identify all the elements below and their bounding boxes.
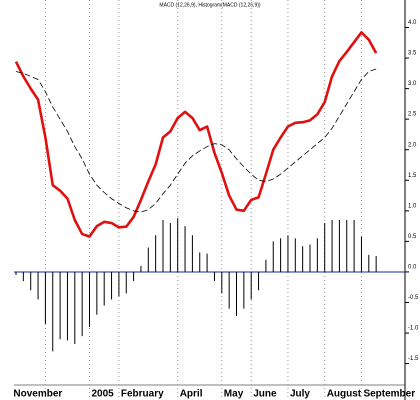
y-tick-label: -1.5 — [408, 356, 419, 362]
y-tick-label: 3.0 — [408, 81, 417, 87]
x-tick-label: September — [363, 389, 415, 400]
y-tick-label: 0.5 — [408, 234, 417, 240]
y-tick-label: 2.0 — [408, 142, 417, 148]
x-tick-label: June — [253, 389, 277, 400]
x-tick-label: May — [224, 389, 244, 400]
y-tick-label: 2.5 — [408, 112, 417, 118]
signal-line — [15, 68, 377, 213]
y-tick-label: 0.0 — [408, 265, 417, 271]
x-tick-label: 2005 — [92, 389, 115, 400]
y-tick-label: 3.5 — [408, 51, 417, 57]
x-tick-label: November — [13, 389, 62, 400]
x-tick-label: April — [180, 389, 203, 400]
y-tick-label: -1.0 — [408, 326, 419, 332]
x-tick-label: July — [290, 389, 310, 400]
y-tick-label: -0.5 — [408, 295, 419, 301]
x-tick-label: August — [327, 389, 362, 400]
x-tick-label: February — [121, 389, 164, 400]
y-tick-label: 1.5 — [408, 173, 417, 179]
y-tick-label: 1.0 — [408, 203, 417, 209]
macd-line — [14, 31, 378, 238]
y-tick-label: 4.0 — [408, 20, 417, 26]
chart-title: MACD (12,26,9), Histogram(MACD (12,26,9)… — [159, 2, 260, 8]
